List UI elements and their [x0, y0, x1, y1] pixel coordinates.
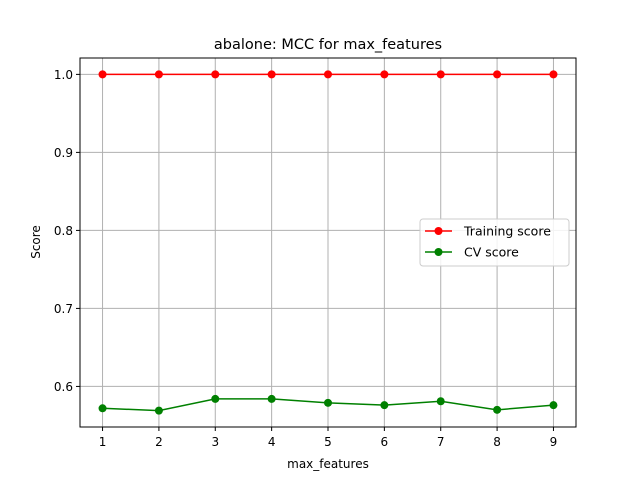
- data-point-cv: [267, 394, 276, 403]
- x-tick-label: 4: [268, 435, 276, 449]
- x-tick-label: 5: [324, 435, 332, 449]
- data-point-cv: [549, 401, 558, 410]
- data-point-training: [324, 70, 332, 79]
- data-point-cv: [98, 404, 107, 413]
- legend: Training score CV score: [419, 218, 570, 267]
- data-point-training: [493, 70, 502, 79]
- x-tick-label: 6: [381, 435, 389, 449]
- y-tick-label: 0.9: [54, 146, 73, 160]
- series-layer: [98, 70, 558, 415]
- x-tick-label: 9: [550, 435, 558, 449]
- chart-title: abalone: MCC for max_features: [214, 37, 442, 53]
- x-tick-label: 8: [493, 435, 501, 449]
- data-point-training: [436, 70, 445, 79]
- x-axis-label: max_features: [287, 457, 369, 471]
- y-axis: 0.6 0.7 0.8 0.9 1.0: [54, 68, 80, 394]
- legend-marker-cv: [434, 248, 443, 256]
- data-point-cv: [154, 406, 163, 415]
- data-point-cv: [493, 405, 502, 414]
- x-tick-label: 7: [437, 435, 445, 449]
- legend-box: [419, 218, 570, 267]
- y-axis-label: Score: [29, 225, 43, 259]
- x-axis: 1 2 3 4 5 6 7 8 9: [99, 427, 558, 449]
- data-point-training: [380, 70, 389, 79]
- x-tick-label: 2: [155, 435, 163, 449]
- data-point-training: [267, 70, 276, 79]
- data-point-training: [211, 70, 220, 79]
- y-tick-label: 0.7: [54, 302, 73, 316]
- legend-label-cv: CV score: [464, 245, 519, 260]
- data-point-training: [154, 70, 163, 79]
- data-point-cv: [380, 401, 389, 410]
- legend-marker-training: [434, 227, 443, 235]
- data-point-training: [98, 70, 107, 79]
- y-tick-label: 0.8: [54, 224, 73, 238]
- y-tick-label: 1.0: [54, 68, 73, 82]
- x-tick-label: 1: [99, 435, 107, 449]
- y-tick-label: 0.6: [54, 380, 73, 394]
- data-point-cv: [436, 397, 445, 406]
- data-point-training: [549, 70, 558, 79]
- x-tick-label: 3: [211, 435, 219, 449]
- data-point-cv: [211, 394, 220, 403]
- legend-label-training: Training score: [463, 224, 551, 239]
- data-point-cv: [324, 398, 332, 407]
